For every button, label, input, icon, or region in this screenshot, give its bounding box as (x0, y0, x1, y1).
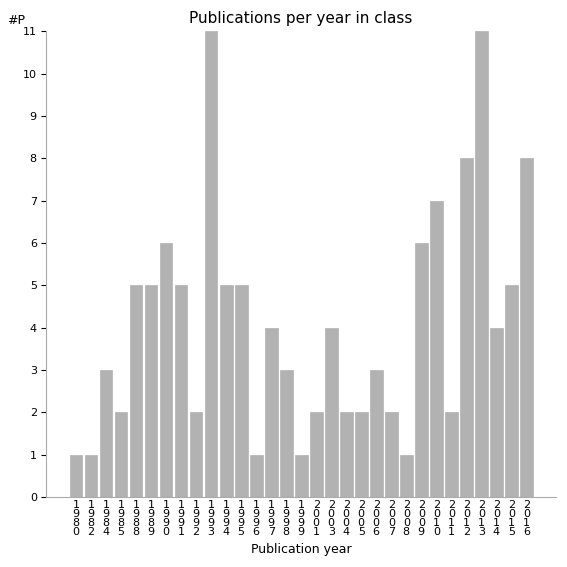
Bar (84, 455, 98, 497)
Bar (70, 455, 82, 497)
Bar (175, 285, 188, 497)
Bar (400, 455, 413, 497)
X-axis label: Publication year: Publication year (251, 543, 352, 556)
Bar (100, 370, 112, 497)
Bar (220, 285, 232, 497)
Bar (310, 412, 323, 497)
Bar (490, 328, 503, 497)
Bar (130, 285, 142, 497)
Bar (505, 285, 518, 497)
Bar (145, 285, 158, 497)
Bar (355, 412, 367, 497)
Bar (520, 158, 533, 497)
Bar (115, 412, 128, 497)
Bar (430, 201, 443, 497)
Bar (205, 31, 218, 497)
Bar (190, 412, 202, 497)
Bar (340, 412, 353, 497)
Bar (265, 328, 277, 497)
Bar (325, 328, 337, 497)
Bar (385, 412, 397, 497)
Title: Publications per year in class: Publications per year in class (189, 11, 413, 26)
Bar (280, 370, 293, 497)
Bar (445, 412, 458, 497)
Bar (160, 243, 172, 497)
Y-axis label: #P: #P (7, 14, 25, 27)
Bar (250, 455, 263, 497)
Bar (475, 31, 488, 497)
Bar (370, 370, 383, 497)
Bar (235, 285, 248, 497)
Bar (460, 158, 473, 497)
Bar (295, 455, 307, 497)
Bar (415, 243, 428, 497)
